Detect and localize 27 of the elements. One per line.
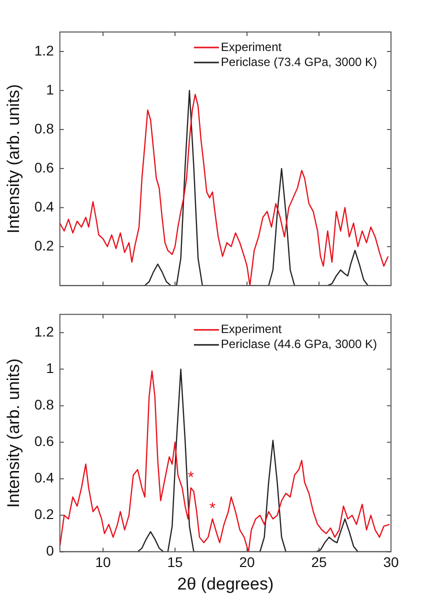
y-axis-title: Intensity (arb. units) <box>4 84 23 234</box>
y-tick-label: 0.4 <box>34 470 54 486</box>
x-tick-label: 25 <box>311 554 328 570</box>
legend-label: Experiment <box>220 322 282 336</box>
annotation: * <box>209 500 216 518</box>
y-tick-label: 1.2 <box>34 324 54 340</box>
y-tick-label: 0.8 <box>34 120 54 136</box>
x-tick-label: 10 <box>95 554 112 570</box>
y-tick-label: 0.4 <box>34 198 54 214</box>
y-tick-label: 1 <box>46 81 54 98</box>
legend-label: Periclase (44.6 GPa, 3000 K) <box>220 337 378 352</box>
y-tick-label: 0.2 <box>34 506 54 522</box>
legend-label: Periclase (73.4 GPa, 3000 K) <box>220 54 378 69</box>
y-tick-label: 1 <box>46 360 54 376</box>
y-tick-label: 0.8 <box>34 396 54 413</box>
y-tick-label: 0.6 <box>34 433 54 450</box>
y-axis-title: Intensity (arb. units) <box>4 358 23 508</box>
x-axis-title: 2θ (degrees) <box>177 574 274 594</box>
annotation: * <box>188 469 194 486</box>
y-tick-label: 1.2 <box>34 42 54 58</box>
x-tick-label: 15 <box>167 554 184 570</box>
legend-label: Experiment <box>220 40 282 54</box>
y-tick-label: 0.6 <box>34 159 54 176</box>
x-tick-label: 30 <box>383 554 399 570</box>
y-tick-label: 0.2 <box>34 237 54 254</box>
y-tick-label: 0 <box>46 542 54 559</box>
x-tick-label: 20 <box>239 554 256 570</box>
